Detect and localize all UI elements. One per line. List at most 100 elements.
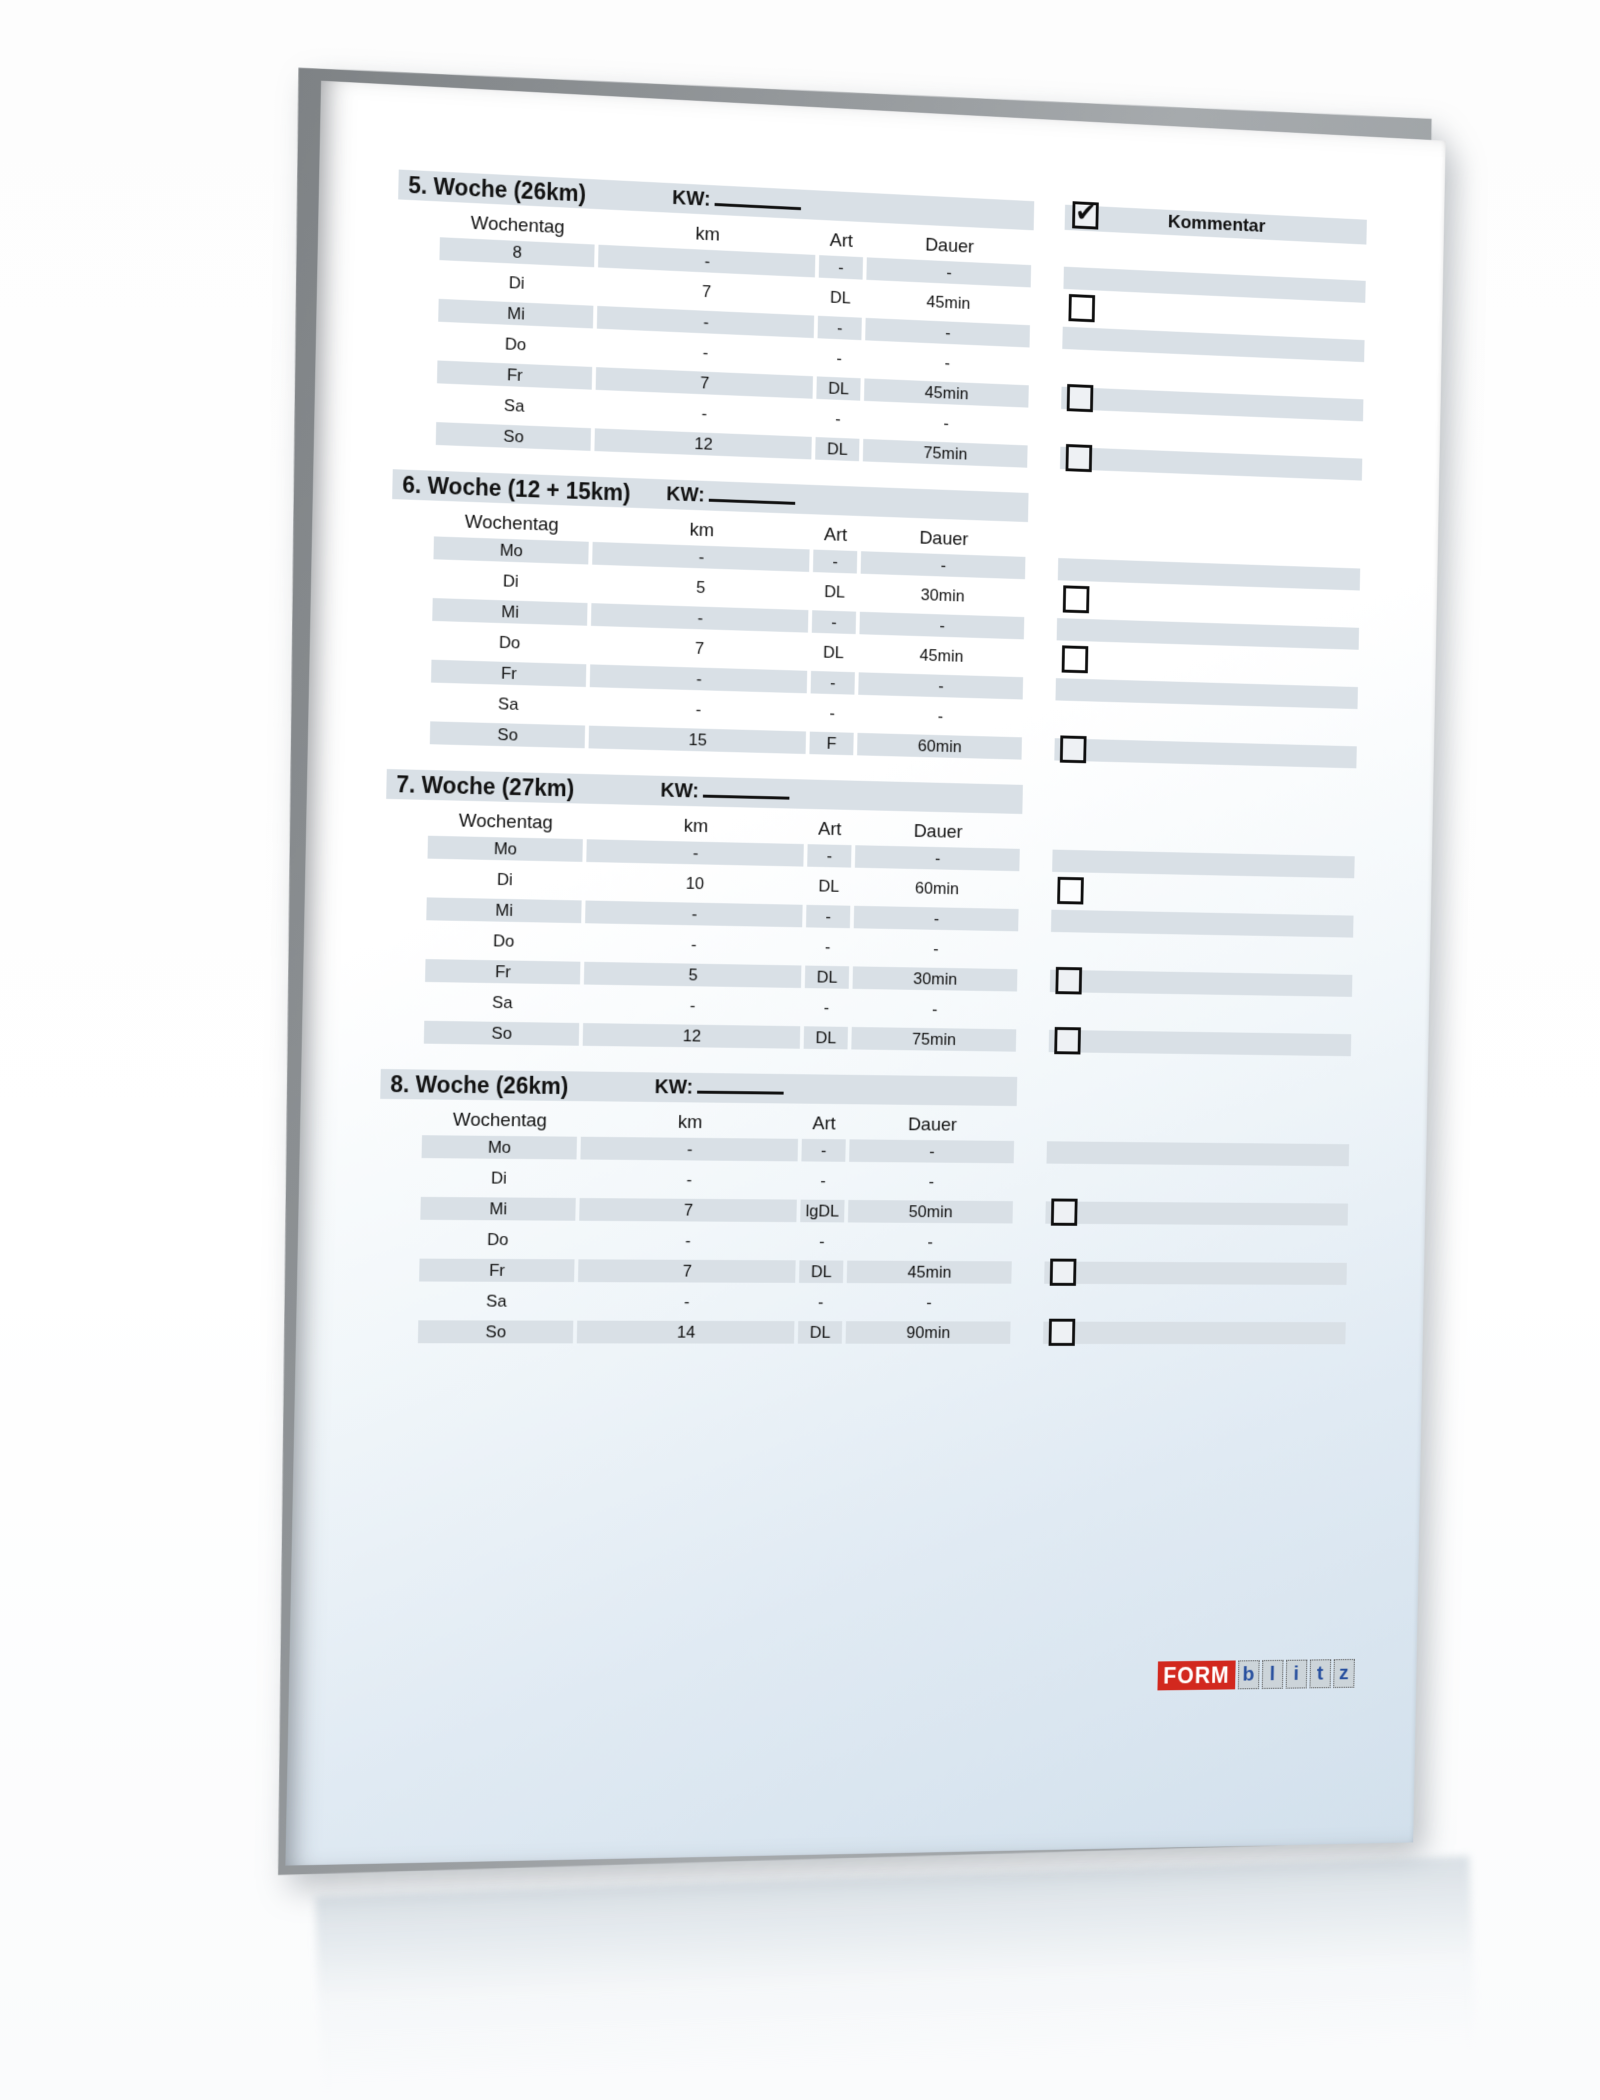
comment-checkbox[interactable] [1048, 1318, 1076, 1346]
comment-checkbox[interactable] [1065, 444, 1093, 473]
comment-line[interactable] [1063, 266, 1366, 303]
table-row: Fr 7 DL 45min [377, 1258, 1014, 1284]
comment-checkbox[interactable] [1050, 1198, 1078, 1226]
dauer-cell: 30min [852, 966, 1018, 992]
day-cell: Mi [432, 598, 588, 626]
col-header-day: Wochentag [452, 1109, 548, 1131]
art-cell: DL [818, 876, 840, 896]
km-cell: - [589, 664, 808, 694]
art-cell: DL [829, 287, 851, 308]
logo-letter: l [1261, 1659, 1284, 1689]
logo-letter: t [1309, 1659, 1331, 1689]
day-cell: So [423, 1020, 580, 1046]
comments-column [1042, 1141, 1350, 1352]
comment-checkbox[interactable] [1061, 645, 1089, 674]
km-cell: - [592, 541, 810, 572]
comment-row [1057, 585, 1359, 620]
km-cell: 12 [582, 1023, 801, 1049]
kommentar-header-checkbox[interactable] [1072, 201, 1099, 230]
dauer-cell: - [927, 1232, 933, 1252]
kw-label: KW: [672, 187, 711, 211]
comment-line[interactable] [1059, 446, 1363, 481]
kw-blank-line[interactable] [714, 187, 801, 211]
comment-checkbox[interactable] [1066, 384, 1094, 413]
comment-line[interactable] [1045, 1201, 1349, 1226]
art-cell: DL [797, 1321, 843, 1344]
col-header-day: Wochentag [470, 212, 565, 238]
art-cell: DL [804, 965, 850, 989]
logo-letter: b [1237, 1660, 1260, 1690]
comment-line[interactable] [1054, 738, 1357, 769]
day-cell: Di [502, 571, 519, 591]
comment-row [1045, 1231, 1348, 1255]
dauer-cell: - [944, 353, 951, 373]
comment-line[interactable] [1049, 969, 1353, 997]
day-cell: Mo [427, 835, 583, 862]
comment-line[interactable] [1044, 1261, 1347, 1285]
comment-row [1050, 940, 1353, 968]
comment-checkbox[interactable] [1049, 1258, 1077, 1286]
comment-checkbox[interactable] [1057, 876, 1084, 905]
day-cell: Fr [436, 360, 593, 390]
col-header-km: km [677, 1111, 703, 1133]
art-cell: lgDL [800, 1199, 845, 1223]
comments-column [1059, 266, 1366, 489]
km-cell: - [701, 404, 708, 423]
comment-line[interactable] [1061, 386, 1364, 422]
dauer-cell: - [943, 413, 949, 433]
table-row: So 14 DL 90min [375, 1320, 1012, 1344]
comment-checkbox[interactable] [1068, 294, 1096, 323]
table-row: Fr 5 DL 30min [383, 958, 1020, 992]
day-rows: 8- - - Di 7 DL 45min Mi - - - Do - - - Fr 7 DL 45min Sa - - - S… [393, 235, 1033, 468]
comment-row [1046, 1141, 1350, 1167]
comment-checkbox[interactable] [1055, 966, 1083, 995]
art-cell: - [811, 610, 857, 635]
art-cell: - [820, 1171, 826, 1191]
dauer-cell: - [860, 551, 1026, 580]
day-rows: Mo - - - Di 10 DL 60min Mi - - - Do - - - Fr 5 DL 30min Sa - -… [381, 835, 1021, 1052]
comment-line[interactable] [1062, 326, 1365, 363]
km-cell: - [686, 1170, 693, 1189]
km-cell: - [590, 603, 809, 633]
comment-line[interactable] [1050, 909, 1354, 938]
kommentar-header: Kommentar [1064, 201, 1367, 245]
art-cell: - [810, 670, 855, 695]
kw-blank-line[interactable] [708, 482, 796, 505]
day-cell: Do [504, 334, 527, 355]
kw-blank-line[interactable] [702, 778, 790, 800]
day-cell: 8 [439, 237, 595, 268]
day-cell: Mi [426, 897, 582, 924]
comment-line[interactable] [1055, 678, 1358, 710]
art-cell: DL [799, 1260, 844, 1284]
comment-row [1063, 266, 1366, 303]
table-row: Mo - - - [379, 1135, 1016, 1164]
comments-column [1054, 558, 1361, 776]
km-cell: - [683, 1292, 690, 1312]
km-cell: - [689, 996, 696, 1015]
km-cell: 7 [595, 367, 813, 399]
kw-blank-line[interactable] [696, 1074, 784, 1095]
week-title: 7. Woche (27km) [396, 770, 575, 801]
comment-checkbox[interactable] [1059, 735, 1087, 764]
art-cell: - [801, 1138, 846, 1162]
document-content: 5. Woche (26km) KW: Wochentag km Art Dau… [296, 81, 1446, 1346]
comment-line[interactable] [1048, 1029, 1352, 1057]
comment-line[interactable] [1052, 849, 1355, 879]
comment-line[interactable] [1057, 558, 1361, 591]
comment-line[interactable] [1056, 618, 1360, 650]
comment-checkbox[interactable] [1062, 585, 1090, 614]
comment-row [1055, 678, 1358, 710]
day-cell: So [417, 1320, 574, 1344]
comment-row [1052, 849, 1355, 879]
dauer-cell: 30min [920, 585, 965, 606]
comment-line[interactable] [1046, 1141, 1350, 1167]
table-row: Di - - - [378, 1166, 1015, 1194]
comment-checkbox[interactable] [1054, 1027, 1081, 1055]
table-row: Do - - - [383, 927, 1020, 961]
art-cell: - [817, 1292, 824, 1312]
week-block-5: 5. Woche (26km) KW: Wochentag km Art Dau… [393, 169, 1367, 481]
dauer-cell: - [928, 1172, 935, 1191]
dauer-cell: - [858, 672, 1024, 700]
comment-line[interactable] [1042, 1321, 1346, 1345]
